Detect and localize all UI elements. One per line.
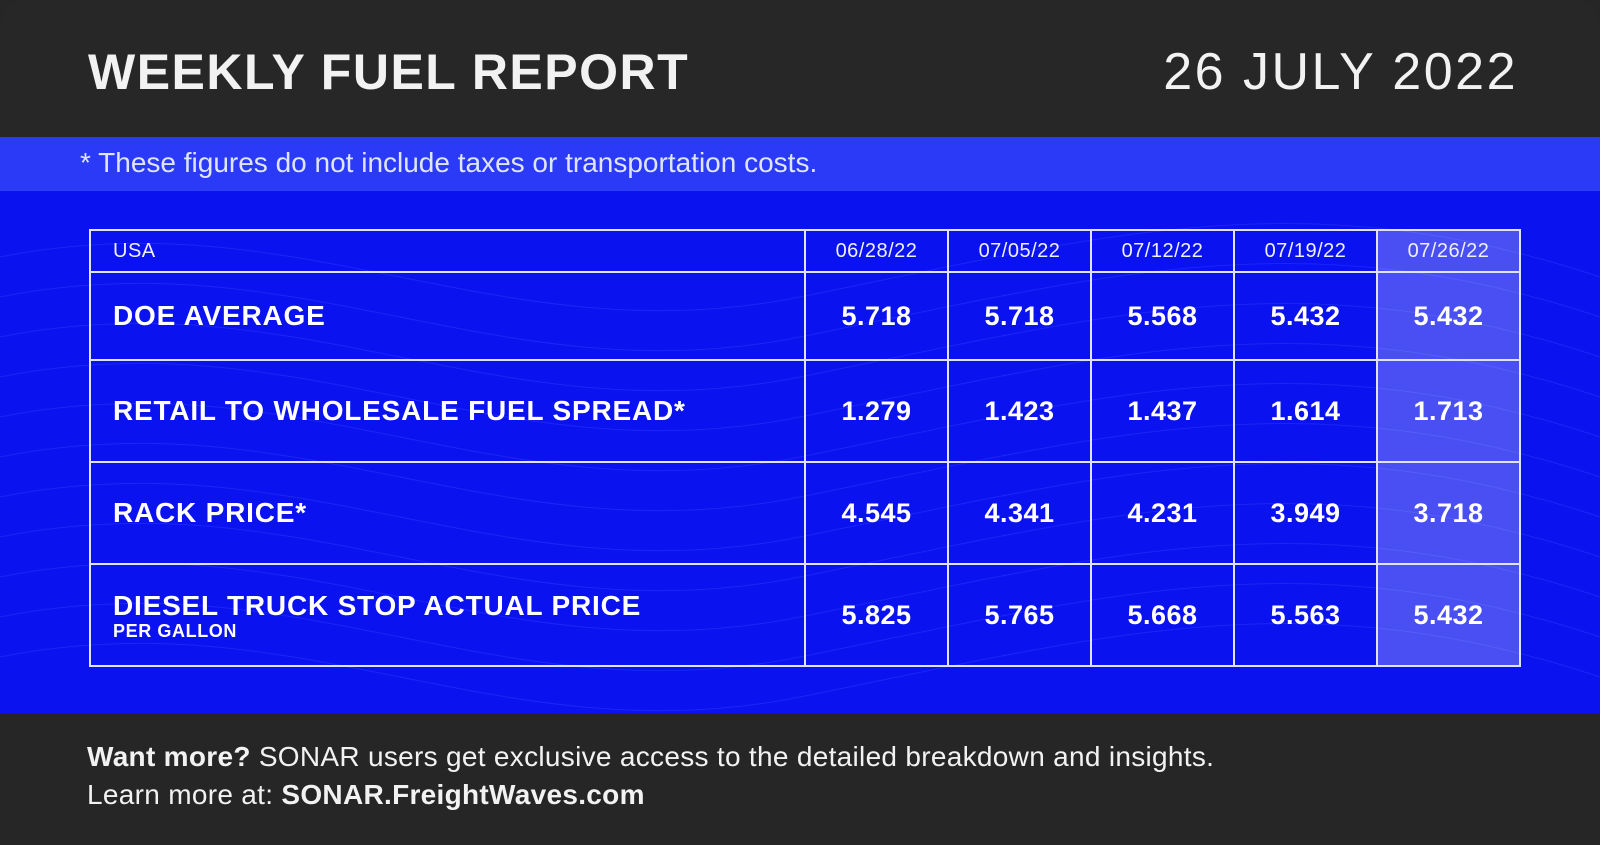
table-cell-value: 1.437 (1090, 359, 1235, 463)
column-header-date-current: 07/26/22 (1376, 229, 1521, 273)
fuel-price-table: USA 06/28/22 07/05/22 07/12/22 07/19/22 … (89, 229, 1521, 667)
column-header-date: 06/28/22 (804, 229, 949, 273)
footer-learn-more-line: Learn more at: SONAR.FreightWaves.com (87, 777, 645, 813)
table-cell-value: 5.432 (1233, 271, 1378, 361)
footer-learn-more-text: Learn more at: (87, 779, 282, 810)
table-cell-value: 1.614 (1233, 359, 1378, 463)
row-label: RETAIL TO WHOLESALE FUEL SPREAD* (89, 359, 806, 463)
table-cell-value: 1.279 (804, 359, 949, 463)
column-header-date: 07/05/22 (947, 229, 1092, 273)
table-cell-value-current: 3.718 (1376, 461, 1521, 565)
sonar-link[interactable]: SONAR.FreightWaves.com (281, 779, 645, 810)
disclaimer-band: * These figures do not include taxes or … (0, 137, 1600, 191)
report-date: 26 JULY 2022 (1163, 43, 1518, 101)
report-header: WEEKLY FUEL REPORT 26 JULY 2022 (0, 0, 1600, 137)
table-cell-value: 5.718 (804, 271, 949, 361)
table-cell-value: 5.765 (947, 563, 1092, 667)
report-body: * These figures do not include taxes or … (0, 137, 1600, 713)
table-cell-value: 5.825 (804, 563, 949, 667)
table-cell-value-current: 5.432 (1376, 563, 1521, 667)
row-label: RACK PRICE* (89, 461, 806, 565)
table-cell-value: 5.718 (947, 271, 1092, 361)
row-label-text: DOE AVERAGE (113, 300, 326, 331)
footer-promo-text: SONAR users get exclusive access to the … (250, 741, 1215, 772)
table-row-fuel-spread: RETAIL TO WHOLESALE FUEL SPREAD* 1.279 1… (89, 359, 1521, 463)
table-row-doe-average: DOE AVERAGE 5.718 5.718 5.568 5.432 5.43… (89, 271, 1521, 361)
table-cell-value: 5.668 (1090, 563, 1235, 667)
table-cell-value: 4.545 (804, 461, 949, 565)
footer-promo-emphasis: Want more? (87, 741, 251, 772)
disclaimer-note: * These figures do not include taxes or … (80, 147, 818, 178)
table-cell-value: 1.423 (947, 359, 1092, 463)
table-cell-value: 4.231 (1090, 461, 1235, 565)
table-cell-value: 4.341 (947, 461, 1092, 565)
row-label-text: RACK PRICE* (113, 497, 307, 528)
table-header-row: USA 06/28/22 07/05/22 07/12/22 07/19/22 … (89, 229, 1521, 273)
table-row-diesel-truck-stop: DIESEL TRUCK STOP ACTUAL PRICE PER GALLO… (89, 563, 1521, 667)
table-cell-value: 5.563 (1233, 563, 1378, 667)
row-label-text: RETAIL TO WHOLESALE FUEL SPREAD* (113, 395, 686, 426)
column-header-date: 07/19/22 (1233, 229, 1378, 273)
row-label: DIESEL TRUCK STOP ACTUAL PRICE PER GALLO… (89, 563, 806, 667)
row-sublabel: PER GALLON (113, 621, 238, 641)
table-cell-value-current: 5.432 (1376, 271, 1521, 361)
report-footer: Want more? SONAR users get exclusive acc… (0, 713, 1600, 845)
table-cell-value: 3.949 (1233, 461, 1378, 565)
column-header-date: 07/12/22 (1090, 229, 1235, 273)
report-title: WEEKLY FUEL REPORT (88, 44, 690, 100)
footer-promo-line: Want more? SONAR users get exclusive acc… (87, 739, 1214, 775)
table-row-rack-price: RACK PRICE* 4.545 4.341 4.231 3.949 3.71… (89, 461, 1521, 565)
row-label-text: DIESEL TRUCK STOP ACTUAL PRICE (113, 590, 642, 621)
table-cell-value: 5.568 (1090, 271, 1235, 361)
table-cell-value-current: 1.713 (1376, 359, 1521, 463)
row-label: DOE AVERAGE (89, 271, 806, 361)
region-label: USA (89, 229, 806, 273)
